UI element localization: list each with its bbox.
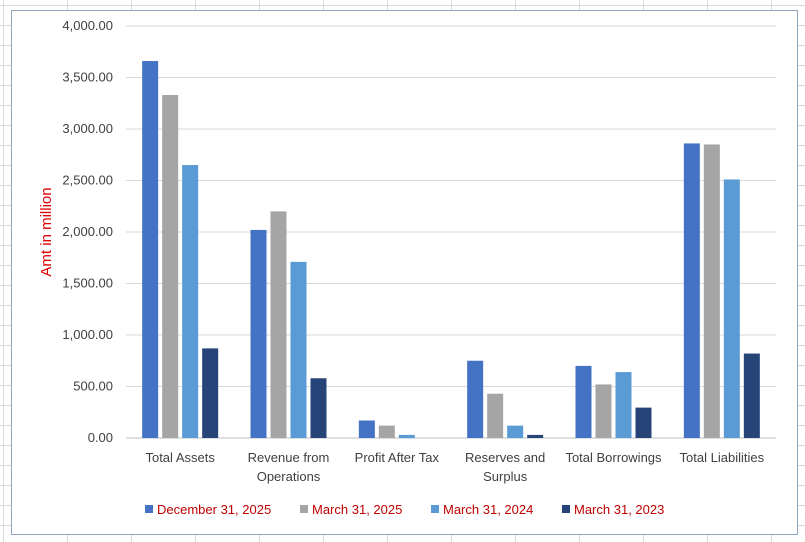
legend-label[interactable]: March 31, 2024 — [443, 502, 533, 517]
bar[interactable] — [290, 261, 307, 438]
legend-swatch — [145, 505, 153, 513]
x-category-label: Reserves and Surplus — [465, 450, 545, 484]
bar[interactable] — [615, 372, 632, 438]
bar[interactable] — [378, 425, 395, 438]
bar[interactable] — [270, 211, 287, 438]
bar[interactable] — [398, 434, 415, 438]
bar[interactable] — [182, 165, 199, 439]
y-tick-label: 4,000.00 — [62, 18, 113, 33]
bar[interactable] — [595, 384, 612, 438]
bar[interactable] — [507, 425, 524, 438]
bar[interactable] — [575, 365, 592, 438]
bar[interactable] — [467, 360, 484, 438]
x-category-label: Profit After Tax — [355, 450, 440, 465]
bar[interactable] — [310, 378, 327, 438]
legend-label[interactable]: March 31, 2023 — [574, 502, 664, 517]
legend-label[interactable]: December 31, 2025 — [157, 502, 271, 517]
bar[interactable] — [635, 407, 652, 438]
bar[interactable] — [202, 348, 219, 438]
bar[interactable] — [487, 393, 504, 438]
x-axis-categories: Total Assets Revenue from Operations Profit… — [145, 450, 764, 484]
bar[interactable] — [703, 144, 720, 438]
y-axis-ticks: 0.00 500.00 1,000.00 1,500.00 2,000.00 2,500.… — [62, 18, 113, 445]
legend-label[interactable]: March 31, 2025 — [312, 502, 402, 517]
y-tick-label: 1,500.00 — [62, 276, 113, 291]
bar[interactable] — [162, 95, 179, 438]
legend-swatch — [562, 505, 570, 513]
bar[interactable] — [250, 229, 267, 438]
x-category-label: Total Liabilities — [680, 450, 765, 465]
x-category-label: Total Assets — [145, 450, 215, 465]
bars — [142, 61, 760, 439]
y-tick-label: 1,000.00 — [62, 327, 113, 342]
x-category-label: Total Borrowings — [565, 450, 662, 465]
legend-swatch — [431, 505, 439, 513]
x-category-label: Revenue from Operations — [248, 450, 330, 484]
gridlines — [126, 25, 776, 439]
y-tick-label: 0.00 — [88, 430, 113, 445]
y-tick-label: 2,500.00 — [62, 173, 113, 188]
bar[interactable] — [527, 434, 544, 438]
y-tick-label: 3,000.00 — [62, 121, 113, 136]
y-tick-label: 2,000.00 — [62, 224, 113, 239]
y-tick-label: 3,500.00 — [62, 70, 113, 85]
y-tick-label: 500.00 — [73, 379, 113, 394]
bar[interactable] — [743, 353, 760, 438]
y-axis-title: Amt in million — [38, 187, 55, 276]
bar[interactable] — [358, 420, 375, 438]
bar[interactable] — [142, 61, 159, 439]
legend-swatch — [300, 505, 308, 513]
bar[interactable] — [683, 143, 700, 439]
legend: December 31, 2025 March 31, 2025 March 31,… — [145, 502, 664, 517]
bar[interactable] — [723, 179, 740, 438]
